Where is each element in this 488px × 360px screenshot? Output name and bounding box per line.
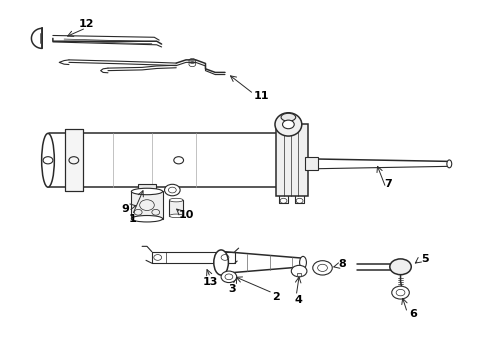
Ellipse shape bbox=[274, 113, 301, 136]
Ellipse shape bbox=[446, 160, 451, 168]
Circle shape bbox=[291, 265, 306, 277]
Ellipse shape bbox=[213, 250, 228, 275]
Bar bbox=[65, 129, 82, 192]
Ellipse shape bbox=[299, 256, 306, 269]
Ellipse shape bbox=[131, 188, 162, 195]
Bar bbox=[305, 157, 317, 170]
Text: 11: 11 bbox=[253, 91, 269, 101]
Text: 1: 1 bbox=[128, 215, 136, 224]
Bar bbox=[297, 273, 301, 276]
Bar bbox=[169, 200, 183, 216]
Ellipse shape bbox=[41, 134, 54, 187]
Text: 5: 5 bbox=[420, 254, 428, 264]
Circle shape bbox=[312, 261, 331, 275]
Text: 10: 10 bbox=[178, 210, 193, 220]
Ellipse shape bbox=[131, 216, 162, 222]
Text: 7: 7 bbox=[384, 179, 391, 189]
Text: 9: 9 bbox=[121, 204, 129, 214]
Bar bbox=[276, 125, 307, 196]
Text: 12: 12 bbox=[78, 19, 94, 29]
Circle shape bbox=[282, 120, 294, 129]
Text: 13: 13 bbox=[202, 277, 218, 287]
Circle shape bbox=[221, 271, 236, 283]
Circle shape bbox=[164, 184, 180, 196]
Circle shape bbox=[389, 259, 410, 275]
Text: 2: 2 bbox=[272, 292, 280, 302]
Text: 3: 3 bbox=[228, 284, 236, 294]
Bar bbox=[138, 184, 156, 192]
Text: 4: 4 bbox=[294, 295, 302, 305]
Text: 8: 8 bbox=[338, 259, 345, 269]
Ellipse shape bbox=[169, 214, 183, 218]
Circle shape bbox=[391, 286, 408, 299]
Ellipse shape bbox=[169, 198, 183, 202]
Bar bbox=[65, 129, 82, 192]
Ellipse shape bbox=[281, 113, 295, 121]
Bar bbox=[131, 192, 162, 219]
Text: 6: 6 bbox=[408, 310, 416, 319]
